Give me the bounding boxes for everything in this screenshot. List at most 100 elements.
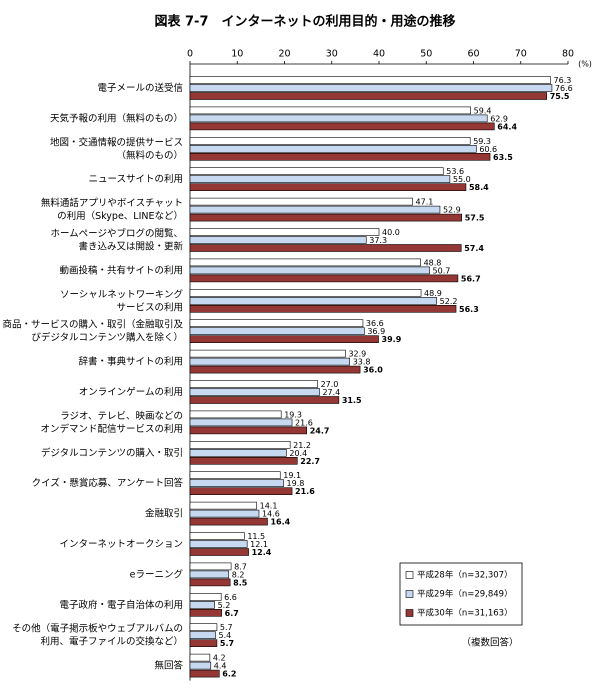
data-label: 4.2	[213, 654, 226, 663]
data-label: 19.1	[283, 471, 301, 480]
legend-label: 平成30年（n=31,163）	[417, 608, 513, 619]
data-label: 14.1	[260, 502, 278, 511]
bar	[189, 600, 215, 609]
data-label: 19.3	[284, 410, 302, 419]
data-label: 76.6	[555, 84, 573, 93]
bar	[189, 440, 291, 449]
bar	[189, 570, 230, 579]
y-tick-label-line: ニュースサイトの利用	[88, 173, 183, 185]
bar	[189, 426, 308, 435]
unit-label: (%)	[578, 60, 592, 69]
data-label: 50.7	[433, 266, 451, 275]
data-label: 32.9	[348, 350, 366, 359]
y-tick-label-line: 動画投稿・共有サイトの利用	[59, 264, 183, 276]
y-tick-label-line: 天気予報の利用（無料のもの）	[50, 112, 183, 124]
data-label: 36.0	[363, 366, 383, 375]
y-tick-label-line: びデジタルコンテンツ購入を除く）	[31, 331, 183, 343]
data-label: 52.9	[443, 206, 461, 215]
note: （複数回答）	[461, 637, 518, 649]
bar	[189, 532, 245, 540]
y-tick-label-line: 電子メールの送受信	[97, 82, 183, 94]
bar	[189, 122, 495, 131]
data-label: 56.7	[461, 274, 481, 283]
y-tick-label-line: オンデマンド配信サービスの利用	[40, 422, 183, 434]
bar	[189, 540, 248, 548]
bar	[189, 137, 471, 145]
legend-swatch	[405, 571, 414, 579]
bar	[189, 288, 422, 297]
bar	[189, 153, 491, 161]
y-tick-label: 商品・サービスの購入・取引（金融取引及びデジタルコンテンツ購入を除く）	[2, 318, 183, 343]
x-tick-label: 30	[326, 49, 338, 60]
data-label: 6.7	[225, 609, 239, 618]
y-tick-label-line: デジタルコンテンツの購入・取引	[41, 446, 183, 458]
bar	[189, 236, 367, 244]
bar	[189, 92, 548, 100]
bar	[189, 388, 320, 396]
legend-label: 平成29年（n=29,849）	[417, 589, 513, 600]
y-tick-label: 天気予報の利用（無料のもの）	[50, 112, 183, 124]
data-label: 55.0	[453, 175, 471, 184]
bar	[189, 608, 222, 617]
bar	[189, 548, 249, 556]
y-tick-label: ソーシャルネットワーキングサービスの利用	[60, 288, 184, 313]
x-tick-label: 80	[562, 49, 574, 60]
y-tick-label-line: クイズ・懸賞応募、アンケート回答	[32, 477, 184, 489]
chart-title: 図表 7-7 インターネットの利用目的・用途の推移	[154, 14, 455, 30]
bar	[189, 623, 218, 632]
bar	[189, 631, 216, 640]
bar	[189, 258, 421, 267]
data-label: 48.8	[424, 258, 442, 267]
y-tick-label-line: （無料のもの）	[116, 149, 183, 161]
x-tick-label: 70	[515, 49, 527, 60]
x-tick-label: 0	[187, 49, 193, 60]
y-tick-label-line: 商品・サービスの購入・取引（金融取引及	[2, 318, 183, 330]
data-label: 20.4	[289, 449, 307, 458]
bar	[189, 578, 231, 587]
data-label: 24.7	[310, 426, 330, 435]
y-tick-label: 無回答	[154, 659, 183, 671]
bar	[189, 228, 380, 236]
bar	[189, 296, 437, 305]
y-tick-label: オンラインゲームの利用	[79, 386, 183, 398]
data-label: 5.7	[220, 623, 233, 632]
y-tick-label: デジタルコンテンツの購入・取引	[41, 446, 183, 458]
y-tick-label-line: 無料通話アプリやボイスチャット	[41, 197, 183, 209]
bar	[189, 274, 459, 283]
bar	[189, 319, 364, 328]
y-tick-label: 地図・交通情報の提供サービス（無料のもの）	[50, 136, 183, 161]
y-tick-label: 動画投稿・共有サイトの利用	[59, 264, 183, 276]
y-tick-label: 無料通話アプリやボイスチャットの利用（Skype、LINEなど）	[41, 197, 183, 222]
data-label: 52.2	[440, 297, 458, 306]
data-label: 47.1	[416, 198, 434, 207]
legend-swatch	[405, 609, 414, 617]
data-label: 21.2	[293, 441, 311, 450]
data-label: 53.6	[446, 167, 464, 176]
bar	[189, 106, 471, 115]
data-label: 6.6	[224, 593, 237, 602]
y-tick-label-line: eラーニング	[130, 568, 184, 580]
bar	[189, 479, 284, 488]
y-tick-label-line: 書き込み又は開設・更新	[78, 240, 183, 252]
y-tick-label: ラジオ、テレビ、映画などのオンデマンド配信サービスの利用	[40, 409, 183, 434]
y-tick-label-line: ソーシャルネットワーキング	[60, 288, 184, 300]
bar	[189, 114, 488, 123]
y-tick-label-line: オンラインゲームの利用	[79, 386, 183, 398]
data-label: 59.4	[474, 106, 492, 115]
bar	[189, 487, 293, 496]
bar	[189, 501, 257, 510]
data-label: 5.7	[220, 639, 234, 648]
y-tick-label-line: 無回答	[154, 659, 183, 671]
y-tick-label-line: サービスの利用	[116, 301, 183, 313]
data-label: 37.3	[369, 236, 387, 245]
bar	[189, 365, 361, 374]
y-tick-label-line: その他（電子掲示板やウェブアルバムの	[12, 622, 183, 634]
bar	[189, 380, 318, 388]
y-tick-label-line: 電子政府・電子自治体の利用	[59, 598, 183, 610]
legend-box	[399, 562, 523, 626]
data-label: 8.5	[233, 578, 248, 587]
y-tick-label: eラーニング	[130, 568, 184, 580]
data-label: 12.1	[250, 540, 268, 549]
data-label: 58.4	[469, 183, 489, 192]
data-label: 27.0	[321, 380, 339, 389]
